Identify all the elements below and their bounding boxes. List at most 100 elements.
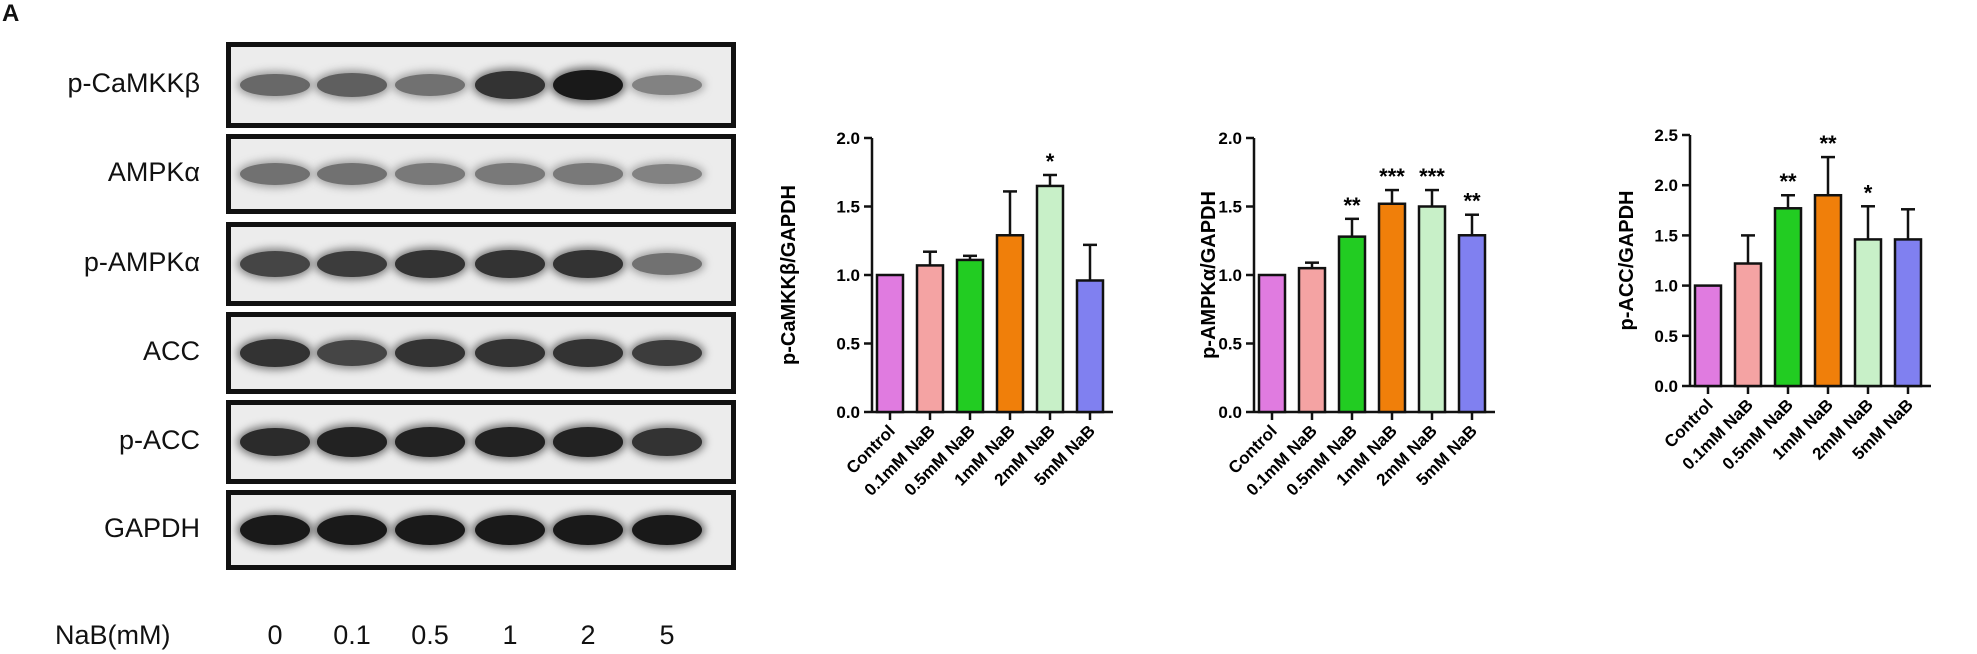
y-tick-label: 1.0: [1218, 266, 1242, 285]
dose-value: 0.5: [411, 620, 449, 650]
blot-strip: [226, 490, 736, 570]
blot-row-label: p-ACC: [118, 425, 200, 455]
bar-chart: 0.00.51.01.52.0p-AMPKα/GAPDHControl0.1mM…: [1198, 129, 1495, 500]
significance-label: *: [1046, 149, 1055, 174]
blot-band: [553, 250, 623, 278]
blot-band: [632, 428, 702, 456]
bar: [1733, 262, 1763, 388]
blot-band: [395, 163, 465, 185]
blot-row-label: GAPDH: [103, 513, 200, 543]
blot-row-label: ACC: [142, 336, 200, 366]
y-axis-label: p-CaMKKβ/GAPDH: [778, 185, 800, 365]
bar: [1257, 273, 1287, 414]
blot-band: [553, 339, 623, 367]
blot-band: [317, 515, 387, 545]
bar: [875, 273, 905, 414]
blot-band: [395, 250, 465, 278]
blot-band: [395, 515, 465, 545]
y-tick-label: 0.5: [1654, 327, 1678, 346]
blot-band: [475, 163, 545, 185]
y-tick-label: 2.5: [1654, 126, 1678, 145]
y-tick-label: 0.0: [1654, 377, 1678, 396]
blot-band: [240, 73, 310, 97]
blot-band: [317, 250, 387, 278]
y-tick-label: 2.0: [1218, 129, 1242, 148]
bar: [995, 234, 1025, 414]
blot-band: [632, 74, 702, 96]
blot-band: [553, 427, 623, 457]
blot-band: [317, 427, 387, 457]
blot-row-label: AMPKα: [107, 157, 200, 187]
bar: [915, 264, 945, 414]
blot-band: [475, 339, 545, 367]
blot-row-label: p-CaMKKβ: [67, 68, 200, 98]
panel-label: A: [2, 0, 20, 27]
blot-row-label: p-AMPKα: [83, 247, 200, 277]
bar: [1075, 279, 1105, 414]
bar-chart: 0.00.51.01.52.0p-CaMKKβ/GAPDHControl0.1m…: [778, 129, 1113, 500]
bar: [955, 258, 985, 414]
blot-band: [317, 73, 387, 97]
blot-band: [632, 339, 702, 367]
y-tick-label: 1.0: [836, 266, 860, 285]
y-tick-label: 0.0: [836, 403, 860, 422]
blot-band: [475, 71, 545, 99]
significance-label: **: [1463, 189, 1481, 214]
significance-label: **: [1779, 169, 1797, 194]
y-tick-label: 0.5: [1218, 335, 1242, 354]
blot-band: [395, 74, 465, 96]
blot-strip: [226, 42, 736, 128]
bar: [1813, 193, 1843, 388]
blot-band: [553, 163, 623, 185]
y-tick-label: 1.5: [836, 198, 860, 217]
significance-label: ***: [1419, 164, 1445, 189]
blot-strip: [226, 312, 736, 394]
y-tick-label: 1.5: [1218, 198, 1242, 217]
blot-strip: [226, 134, 736, 214]
blot-band: [553, 70, 623, 100]
dose-value: 0: [267, 620, 283, 650]
blot-band: [553, 515, 623, 545]
significance-label: **: [1819, 131, 1837, 156]
bar-chart: 0.00.51.01.52.02.5p-ACC/GAPDHControl0.1m…: [1616, 126, 1931, 474]
y-tick-label: 0.0: [1218, 403, 1242, 422]
bar: [1457, 234, 1487, 414]
blot-band: [632, 163, 702, 185]
blot-band: [475, 427, 545, 457]
y-tick-label: 1.0: [1654, 277, 1678, 296]
significance-label: **: [1343, 193, 1361, 218]
dose-axis-label: NaB(mM): [55, 620, 171, 650]
blot-strip: [226, 222, 736, 306]
bar: [1035, 184, 1065, 414]
blot-strip: [226, 400, 736, 484]
blot-band: [240, 427, 310, 457]
blot-band: [240, 163, 310, 185]
y-axis-label: p-ACC/GAPDH: [1616, 191, 1638, 331]
blot-band: [475, 250, 545, 278]
blot-band: [240, 251, 310, 277]
bar: [1693, 284, 1723, 388]
blot-band: [395, 427, 465, 457]
dose-value: 1: [502, 620, 518, 650]
blot-band: [240, 339, 310, 367]
blot-band: [475, 515, 545, 545]
bar: [1417, 205, 1447, 414]
blot-band: [395, 339, 465, 367]
y-tick-label: 1.5: [1654, 226, 1678, 245]
blot-band: [632, 515, 702, 545]
blot-band: [632, 253, 702, 275]
y-tick-label: 0.5: [836, 335, 860, 354]
bar: [1337, 235, 1367, 414]
dose-value: 2: [580, 620, 596, 650]
y-tick-label: 2.0: [1654, 176, 1678, 195]
blot-band: [240, 515, 310, 545]
y-tick-label: 2.0: [836, 129, 860, 148]
bar: [1853, 238, 1883, 388]
dose-value: 5: [659, 620, 675, 650]
significance-label: *: [1864, 180, 1873, 205]
bar: [1297, 266, 1327, 414]
dose-value: 0.1: [333, 620, 371, 650]
blot-band: [317, 163, 387, 185]
bar: [1377, 202, 1407, 414]
